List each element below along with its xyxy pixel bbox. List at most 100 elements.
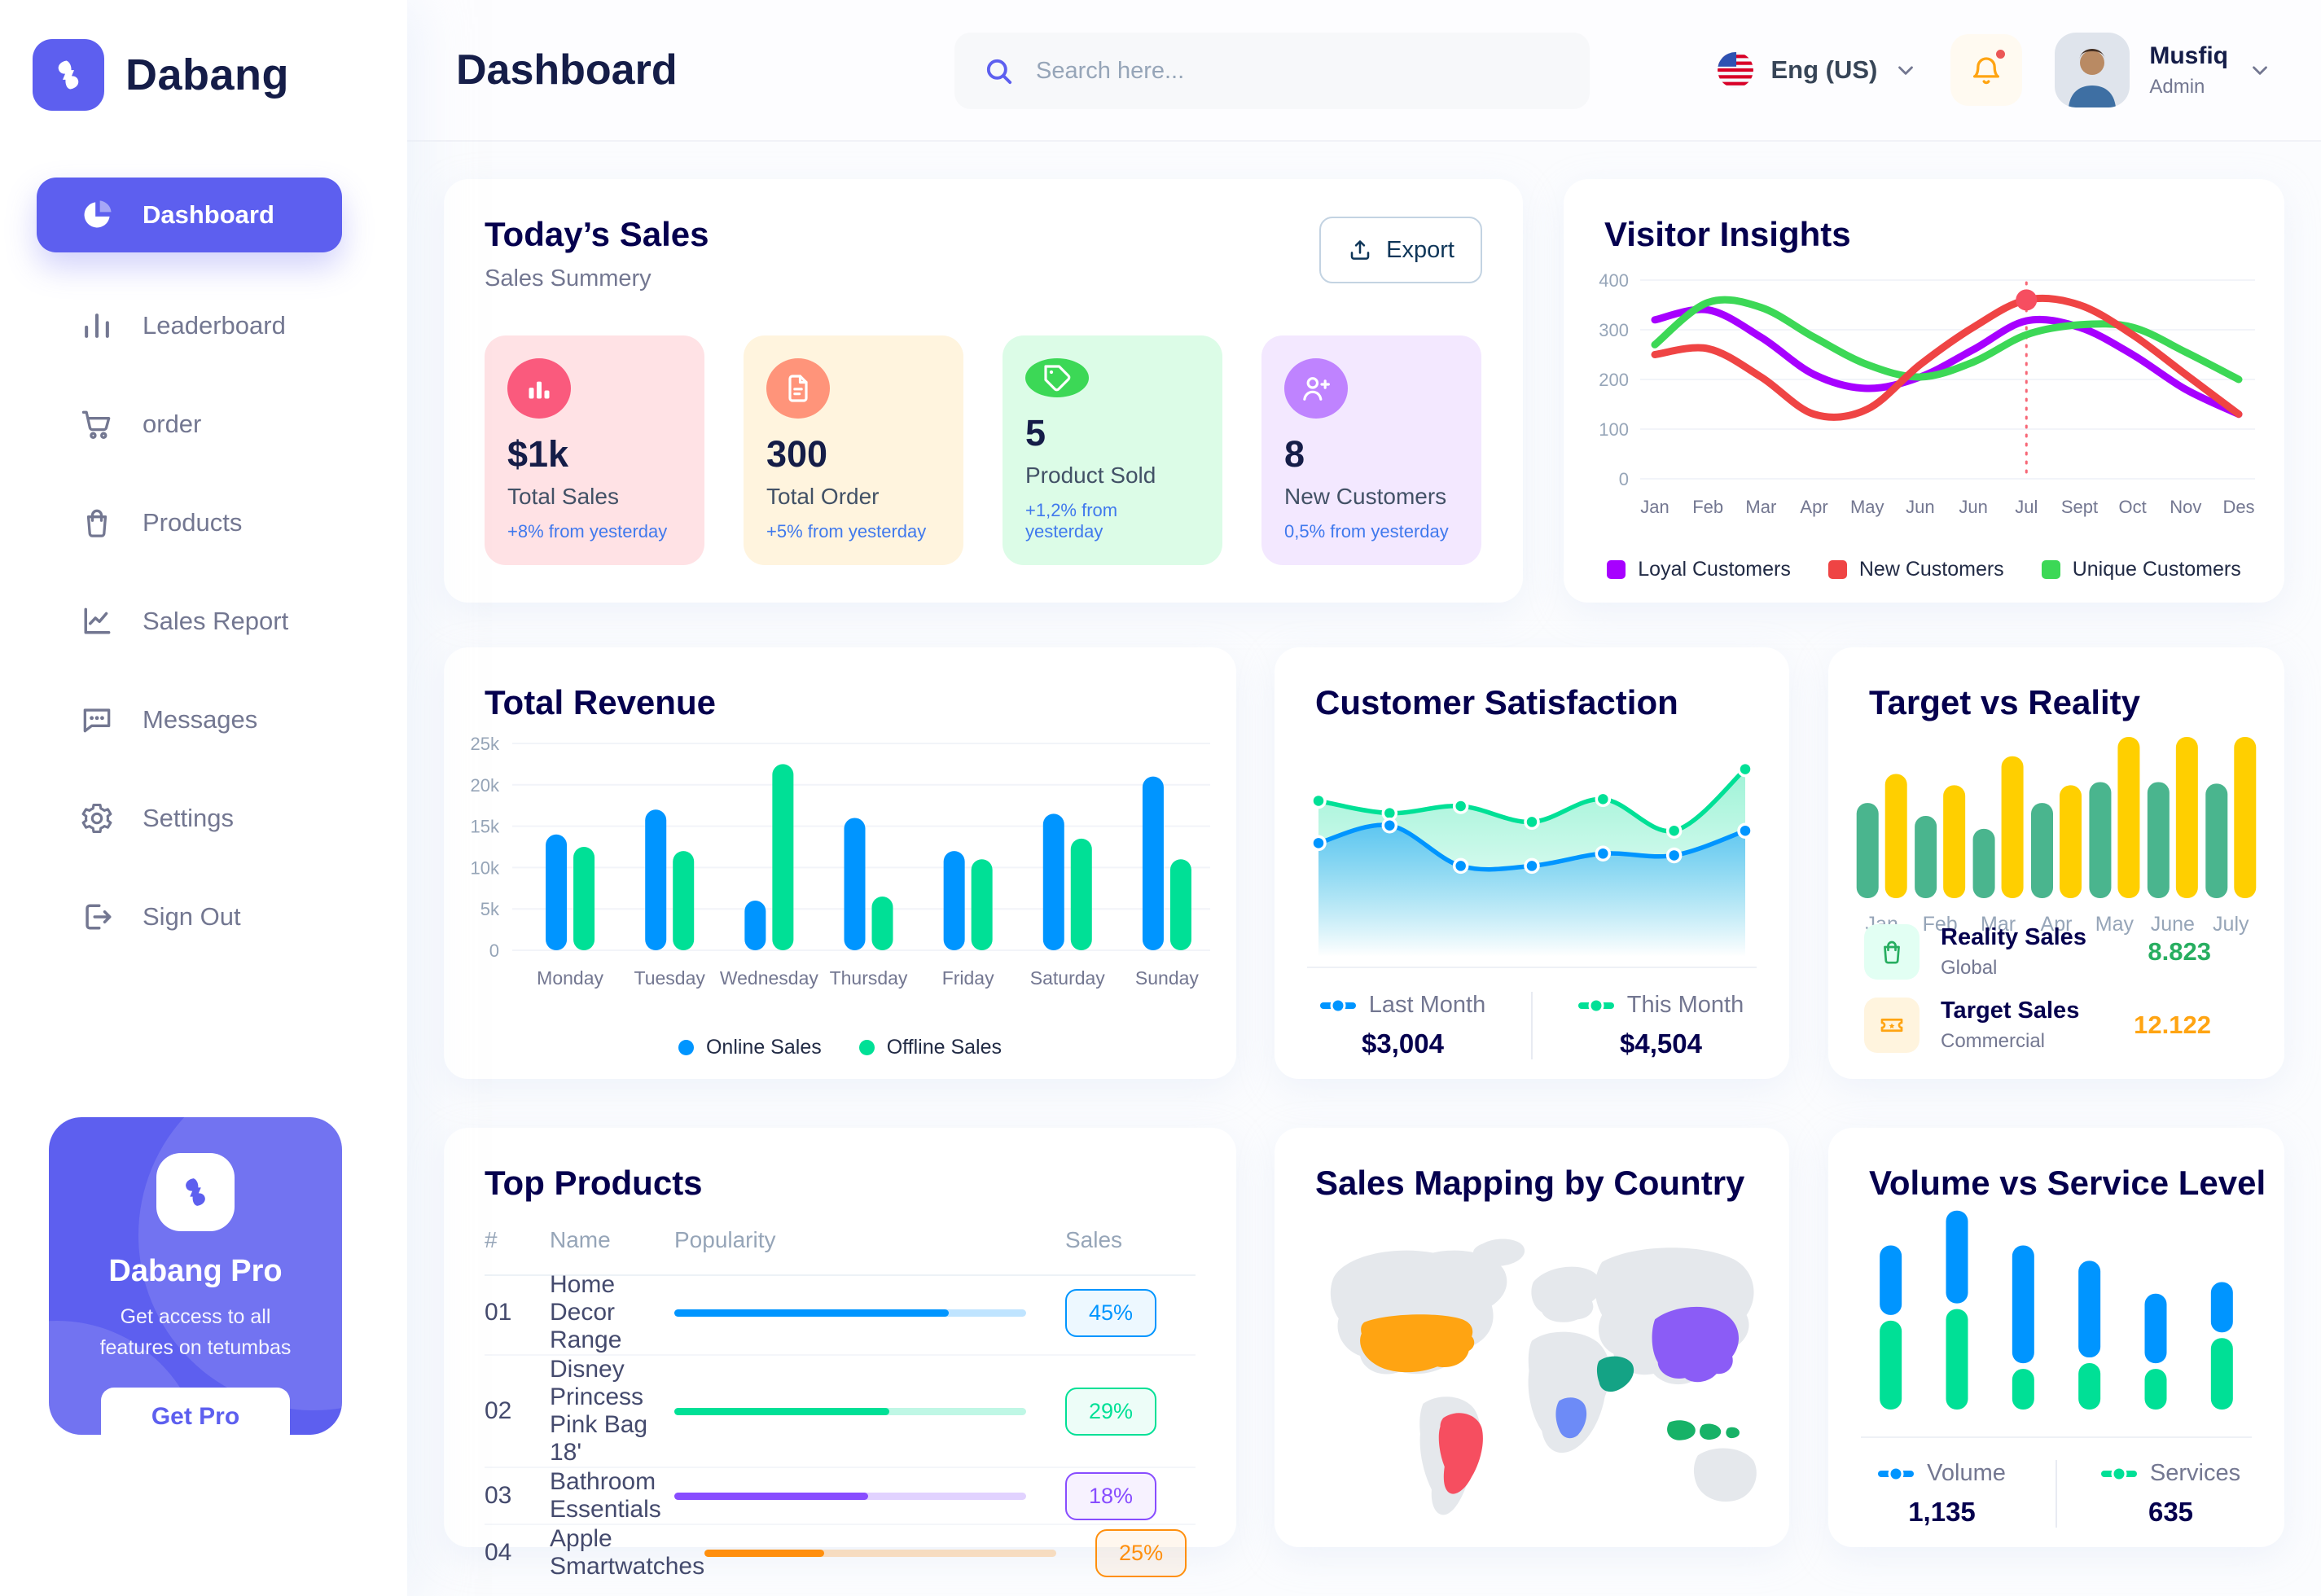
order-file-icon	[766, 358, 830, 419]
product-row-bathroom-essentials[interactable]: 03 Bathroom Essentials 18%	[485, 1468, 1196, 1525]
target-vs-reality-chart: JanFebMarAprMayJuneJuly	[1853, 726, 2260, 944]
sidebar-item-order[interactable]: order	[37, 375, 342, 473]
col-sales: Sales	[1065, 1227, 1123, 1252]
svg-text:Jun: Jun	[1906, 497, 1934, 517]
svg-text:Monday: Monday	[537, 967, 603, 989]
svg-text:20k: 20k	[471, 775, 500, 796]
sidebar-item-messages[interactable]: Messages	[37, 670, 342, 769]
svg-text:June: June	[2151, 913, 2195, 936]
tag-icon	[1025, 358, 1089, 397]
legend-item-this-month: This Month $4,504	[1531, 992, 1789, 1059]
stat-value: 8	[1284, 433, 1305, 475]
svg-text:15k: 15k	[471, 817, 500, 837]
user-role: Admin	[2149, 75, 2205, 98]
svg-text:200: 200	[1599, 370, 1629, 390]
divider	[1861, 1436, 2252, 1438]
visitor-insights-title: Visitor Insights	[1604, 215, 1851, 253]
get-pro-button[interactable]: Get Pro	[101, 1388, 290, 1435]
svg-text:Mar: Mar	[1745, 497, 1776, 517]
svg-text:Wednesday: Wednesday	[720, 967, 819, 989]
legend-item-offline-sales: Offline Sales	[858, 1036, 1002, 1059]
gear-icon	[79, 800, 115, 836]
country-indonesia[interactable]	[1667, 1420, 1740, 1440]
sidebar-item-dashboard[interactable]: Dashboard	[37, 178, 342, 252]
stat-note: 0,5% from yesterday	[1284, 521, 1449, 542]
stat-card-new-customers: 8 New Customers 0,5% from yesterday	[1261, 335, 1481, 565]
sidebar-item-leaderboard[interactable]: Leaderboard	[37, 276, 342, 375]
svg-text:Oct: Oct	[2119, 497, 2147, 517]
notifications-button[interactable]	[1950, 34, 2023, 106]
country-brazil[interactable]	[1438, 1413, 1483, 1494]
sidebar: Dabang Dashboard Leaderboard order Products…	[0, 0, 407, 1596]
svg-text:May: May	[2095, 913, 2135, 936]
sidebar-item-label: Sign Out	[143, 901, 241, 931]
col-name: Name	[550, 1227, 611, 1252]
dabang-pro-logo-icon	[156, 1153, 235, 1231]
line-chart-icon	[79, 603, 115, 639]
sales-badge: 45%	[1065, 1288, 1156, 1337]
customer-satisfaction-chart	[1304, 739, 1760, 960]
sidebar-nav: Dashboard Leaderboard order Products Sales R…	[0, 178, 407, 966]
brand[interactable]: Dabang	[33, 39, 289, 111]
popularity-bar	[674, 1407, 1026, 1415]
bar-chart-icon	[507, 358, 571, 419]
sales-mapping-title: Sales Mapping by Country	[1315, 1164, 1745, 1202]
customer-satisfaction-title: Customer Satisfaction	[1315, 683, 1678, 721]
chevron-down-icon	[1893, 58, 1918, 82]
product-row-apple-smartwatches[interactable]: 04 Apple Smartwatches 25%	[485, 1525, 1196, 1581]
search-input[interactable]	[954, 33, 1590, 109]
notification-dot	[1994, 47, 2008, 61]
export-button[interactable]: Export	[1319, 217, 1482, 283]
product-name: Disney Princess Pink Bag 18'	[550, 1356, 648, 1466]
legend-item-services: Services 635	[2056, 1460, 2284, 1528]
product-row-disney-princess-pink-bag-18[interactable]: 02 Disney Princess Pink Bag 18' 29%	[485, 1356, 1196, 1468]
svg-text:May: May	[1850, 497, 1884, 517]
visitor-insights-chart: 0 100 200 300 400 Jan Feb Mar Apr May Jun Jun Jul Sep…	[1588, 274, 2260, 520]
country-dr-congo[interactable]	[1555, 1397, 1587, 1439]
brand-name: Dabang	[125, 50, 290, 99]
country-saudi-arabia[interactable]	[1596, 1356, 1634, 1392]
chevron-down-icon	[2248, 58, 2272, 82]
bag-icon	[1864, 924, 1920, 980]
popularity-bar	[674, 1492, 1026, 1500]
svg-text:Mar: Mar	[1981, 913, 2016, 936]
svg-text:Friday: Friday	[942, 967, 994, 989]
sidebar-item-sign-out[interactable]: Sign Out	[37, 867, 342, 966]
svg-text:Des: Des	[2222, 497, 2254, 517]
svg-text:Jan: Jan	[1640, 497, 1669, 517]
product-name: Home Decor Range	[550, 1271, 622, 1353]
language-selector[interactable]: Eng (US)	[1717, 51, 1918, 89]
svg-text:0: 0	[1619, 469, 1629, 489]
product-row-home-decor-range[interactable]: 01 Home Decor Range 45%	[485, 1271, 1196, 1356]
sidebar-item-sales-report[interactable]: Sales Report	[37, 572, 342, 670]
sales-badge: 18%	[1065, 1471, 1156, 1520]
sales-badge: 29%	[1065, 1387, 1156, 1436]
pro-text: Get access to all features on tetumbas	[99, 1305, 292, 1359]
search-field[interactable]	[1034, 56, 1562, 86]
country-china[interactable]	[1652, 1306, 1739, 1383]
sign-out-icon	[79, 899, 115, 935]
leaderboard-icon	[79, 308, 115, 344]
product-num: 03	[485, 1482, 512, 1509]
total-revenue-chart: 0 5k 10k 15k 20k 25k Monday Tuesday Wednesday Thu…	[463, 734, 1217, 1004]
sidebar-item-label: Products	[143, 507, 243, 537]
user-menu[interactable]: Musfiq Admin	[2055, 33, 2272, 107]
visitor-insights-legend: Loyal Customers New Customers Unique Custo…	[1564, 558, 2284, 581]
sidebar-item-label: Settings	[143, 803, 235, 832]
stat-value: 300	[766, 433, 828, 475]
sidebar-item-settings[interactable]: Settings	[37, 769, 342, 867]
topbar-right: Eng (US) Musfiq Admin	[1717, 0, 2272, 140]
stat-note: +8% from yesterday	[507, 521, 668, 542]
country-united-states[interactable]	[1360, 1314, 1475, 1373]
bag-icon	[79, 505, 115, 541]
sidebar-item-label: Leaderboard	[143, 310, 286, 340]
volume-vs-service-card: Volume vs Service Level Volume 1,135 Servi…	[1828, 1128, 2284, 1547]
svg-text:0: 0	[489, 940, 499, 961]
pie-chart-icon	[79, 197, 115, 233]
volume-vs-service-title: Volume vs Service Level	[1869, 1164, 2266, 1202]
popularity-bar	[674, 1309, 1026, 1317]
stat-value: 5	[1025, 412, 1046, 454]
sidebar-item-products[interactable]: Products	[37, 473, 342, 572]
legend-item-target-sales: Target Sales Commercial 12.122	[1864, 998, 2249, 1053]
